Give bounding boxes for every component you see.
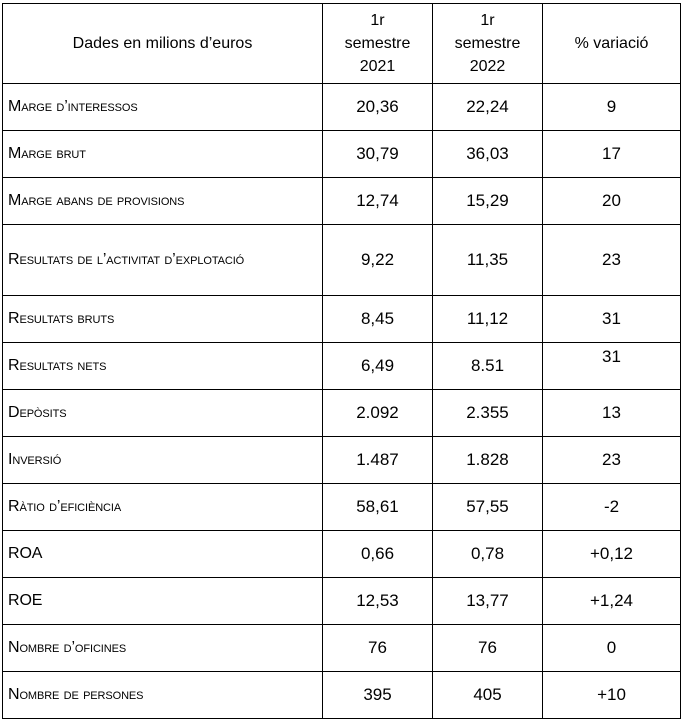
cell-2022: 57,55 [432,483,543,531]
cell-variacio: +1,24 [542,577,681,625]
table-row: Resultats bruts 8,45 11,12 31 [2,295,681,343]
cell-2021: 30,79 [322,130,433,178]
cell-2021: 395 [322,671,433,719]
table-row: Marge brut 30,79 36,03 17 [2,130,681,178]
table-row: Nombre de persones 395 405 +10 [2,671,681,719]
cell-2022: 0,78 [432,530,543,578]
cell-2021: 12,53 [322,577,433,625]
header-col-2022-line2: semestre [454,35,521,52]
header-col-2021: 1r semestre 2021 [322,3,433,84]
row-label: Inversió [2,436,323,484]
table-row: Inversió 1.487 1.828 23 [2,436,681,484]
cell-variacio: 17 [542,130,681,178]
financial-results-table: Dades en milions d’euros 1r semestre 202… [2,3,681,719]
row-label: Nombre d’oficines [2,624,323,672]
header-col-2021-line1: 1r [370,12,385,29]
cell-variacio: 31 [542,342,681,390]
cell-2022: 13,77 [432,577,543,625]
row-label: Resultats de l’activitat d’explotació [2,224,323,296]
header-col-2021-line3: 2021 [359,58,396,75]
cell-2022: 405 [432,671,543,719]
row-label: Resultats nets [2,342,323,390]
cell-2021: 76 [322,624,433,672]
cell-variacio: 0 [542,624,681,672]
table-row: Depòsits 2.092 2.355 13 [2,389,681,437]
row-label: Marge abans de provisions [2,177,323,225]
row-label: ROA [2,530,323,578]
cell-2022: 2.355 [432,389,543,437]
table-row: Resultats de l’activitat d’explotació 9,… [2,224,681,296]
cell-variacio: 31 [542,295,681,343]
table-row: Ràtio d’eficiència 58,61 57,55 -2 [2,483,681,531]
cell-variacio: +0,12 [542,530,681,578]
row-label: Depòsits [2,389,323,437]
table-row: Resultats nets 6,49 8.51 31 [2,342,681,390]
cell-2022: 11,12 [432,295,543,343]
row-label: Resultats bruts [2,295,323,343]
row-label: ROE [2,577,323,625]
row-label: Nombre de persones [2,671,323,719]
row-label: Marge d’interessos [2,83,323,131]
header-col-2021-line2: semestre [344,35,411,52]
cell-2021: 8,45 [322,295,433,343]
header-col-2022: 1r semestre 2022 [432,3,543,84]
cell-2021: 9,22 [322,224,433,296]
cell-2021: 1.487 [322,436,433,484]
header-label: Dades en milions d’euros [2,3,323,84]
table-row: Nombre d’oficines 76 76 0 [2,624,681,672]
cell-2022: 8.51 [432,342,543,390]
cell-2021: 2.092 [322,389,433,437]
cell-2021: 0,66 [322,530,433,578]
header-row: Dades en milions d’euros 1r semestre 202… [2,3,681,84]
table-row: ROE 12,53 13,77 +1,24 [2,577,681,625]
cell-2022: 15,29 [432,177,543,225]
cell-2021: 6,49 [322,342,433,390]
cell-2022: 1.828 [432,436,543,484]
table-row: ROA 0,66 0,78 +0,12 [2,530,681,578]
cell-2021: 12,74 [322,177,433,225]
table-row: Marge d’interessos 20,36 22,24 9 [2,83,681,131]
header-col-2022-line3: 2022 [469,58,506,75]
cell-variacio: +10 [542,671,681,719]
cell-variacio: 23 [542,224,681,296]
cell-2022: 76 [432,624,543,672]
row-label: Marge brut [2,130,323,178]
cell-variacio: 13 [542,389,681,437]
cell-variacio: 23 [542,436,681,484]
row-label: Ràtio d’eficiència [2,483,323,531]
cell-2021: 58,61 [322,483,433,531]
cell-2022: 11,35 [432,224,543,296]
cell-variacio: 20 [542,177,681,225]
cell-2021: 20,36 [322,83,433,131]
cell-variacio: -2 [542,483,681,531]
table-row: Marge abans de provisions 12,74 15,29 20 [2,177,681,225]
header-col-variacio: % variació [542,3,681,84]
header-col-2022-line1: 1r [480,12,495,29]
cell-2022: 22,24 [432,83,543,131]
cell-2022: 36,03 [432,130,543,178]
cell-variacio: 9 [542,83,681,131]
